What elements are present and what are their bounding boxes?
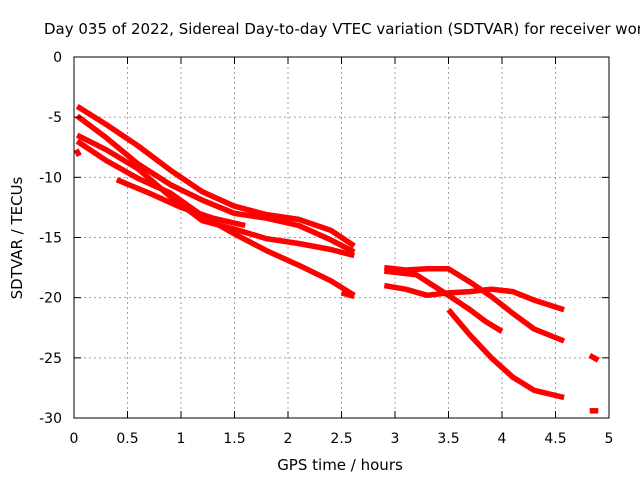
x-axis-title: GPS time / hours — [277, 456, 403, 474]
series-track-h — [383, 268, 504, 334]
series-track-g — [383, 282, 565, 313]
y-tick-label: -30 — [39, 411, 62, 427]
series-track-l — [73, 148, 82, 157]
series-track-f — [383, 264, 566, 344]
x-tick-label: 4 — [498, 431, 507, 447]
chart-title: Day 035 of 2022, Sidereal Day-to-day VTE… — [44, 20, 640, 38]
x-tick-label: 0.5 — [116, 431, 138, 447]
x-tick-label: 2 — [284, 431, 293, 447]
y-axis-title: SDTVAR / TECUs — [8, 176, 26, 299]
y-tick-label: -10 — [39, 170, 62, 186]
x-tick-label: 4.5 — [544, 431, 566, 447]
x-tick-label: 2.5 — [330, 431, 352, 447]
x-tick-label: 1.5 — [223, 431, 245, 447]
x-tick-label: 3 — [391, 431, 400, 447]
axis-ticks — [73, 56, 610, 419]
x-tick-label: 1 — [177, 431, 186, 447]
series-track-d — [75, 138, 356, 298]
x-tick-label: 5 — [605, 431, 614, 447]
series-track-j — [588, 352, 600, 363]
y-tick-label: 0 — [53, 50, 62, 66]
series-track-i — [446, 307, 565, 401]
y-tick-label: -5 — [48, 110, 62, 126]
series-track-m — [340, 290, 356, 300]
x-tick-label: 3.5 — [437, 431, 459, 447]
y-tick-label: -20 — [39, 291, 62, 307]
series-track-b — [75, 113, 356, 255]
data-series — [73, 103, 600, 414]
x-tick-label: 0 — [70, 431, 79, 447]
series-track-e — [115, 177, 246, 229]
y-tick-label: -25 — [39, 351, 62, 367]
y-tick-label: -15 — [39, 231, 62, 247]
tick-labels: 0 0.5 1 1.5 2 2.5 3 3.5 4 4.5 5 0 -5 -10 -15 -20 -25 -30 — [39, 50, 613, 447]
series-track-a — [75, 103, 356, 249]
